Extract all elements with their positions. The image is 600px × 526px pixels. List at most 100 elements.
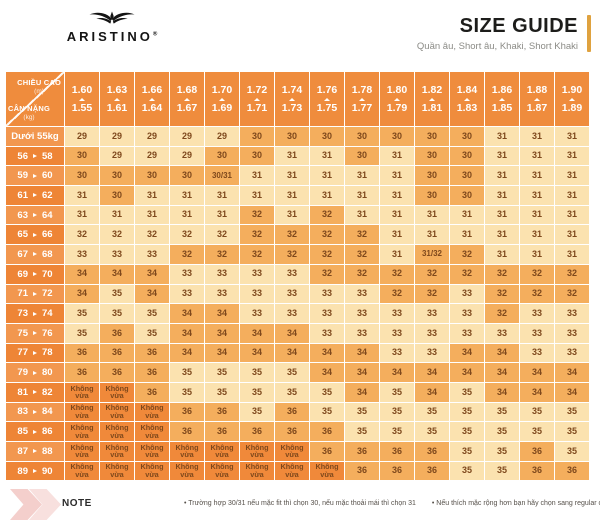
triangle-right-icon: [33, 193, 37, 198]
triangle-right-icon: [33, 390, 37, 395]
size-cell: 35: [275, 382, 309, 402]
size-cell: 34: [520, 363, 554, 382]
size-cell: 33: [555, 304, 589, 323]
size-cell: 36: [345, 461, 379, 481]
size-cell: 31: [450, 205, 484, 225]
size-cell: 30: [205, 146, 239, 166]
size-cell: 33: [65, 245, 99, 264]
size-cell: 31: [555, 166, 589, 186]
size-cell: 32: [485, 264, 519, 284]
size-cell: 34: [345, 382, 379, 402]
triangle-right-icon: [33, 429, 37, 434]
size-cell: 36: [310, 442, 344, 461]
height-column-header: 1.63 1.61: [100, 72, 134, 126]
size-cell: 33: [555, 323, 589, 343]
size-cell: 31: [65, 205, 99, 225]
size-cell: 32: [555, 284, 589, 304]
height-column-header: 1.72 1.71: [240, 72, 274, 126]
size-cell: 33: [415, 304, 449, 323]
size-cell: 31: [450, 225, 484, 245]
size-cell: 31: [485, 186, 519, 205]
not-fit-cell: Không vừa: [135, 442, 169, 461]
size-cell: 31: [275, 146, 309, 166]
size-cell: 32: [205, 245, 239, 264]
note-items: • Trường hợp 30/31 nếu mặc fit thì chọn …: [184, 500, 600, 507]
title-accent-bar: [587, 15, 591, 52]
size-cell: 34: [485, 343, 519, 363]
size-cell: 31: [380, 225, 414, 245]
not-fit-cell: Không vừa: [65, 422, 99, 441]
triangle-right-icon: [33, 469, 37, 474]
size-cell: 35: [415, 422, 449, 441]
weight-row-label: 89 90: [6, 461, 64, 481]
triangle-right-icon: [33, 311, 37, 316]
brand-logo: ARISTINO®: [52, 9, 172, 44]
size-cell: 29: [100, 127, 134, 146]
size-cell: 35: [450, 402, 484, 422]
size-cell: 36: [555, 461, 589, 481]
size-cell: 33: [240, 304, 274, 323]
size-cell: 31: [380, 205, 414, 225]
note-item: • Nếu thích mặc rộng hơn bạn hãy chọn sa…: [431, 500, 600, 507]
triangle-up-icon: [499, 97, 505, 101]
size-cell: 31: [555, 225, 589, 245]
size-cell: 36: [135, 382, 169, 402]
size-cell: 35: [450, 422, 484, 441]
page-title: SIZE GUIDE: [459, 15, 578, 37]
note-badge: NOTE: [10, 489, 140, 520]
triangle-up-icon: [254, 97, 260, 101]
triangle-up-icon: [429, 97, 435, 101]
size-cell: 34: [240, 343, 274, 363]
size-cell: 35: [485, 422, 519, 441]
size-cell: 33: [450, 284, 484, 304]
size-cell: 30: [415, 127, 449, 146]
weight-row-label: 73 74: [6, 304, 64, 323]
weight-row-label: 71 72: [6, 284, 64, 304]
size-cell: 33: [380, 343, 414, 363]
size-cell: 30: [450, 186, 484, 205]
size-cell: 34: [345, 343, 379, 363]
size-cell: 32: [380, 284, 414, 304]
size-cell: 32: [555, 264, 589, 284]
title-block: SIZE GUIDE Quần âu, Short âu, Khaki, Sho…: [417, 15, 591, 52]
size-cell: 31: [170, 186, 204, 205]
size-cell: 34: [170, 304, 204, 323]
size-cell: 31: [100, 205, 134, 225]
size-cell: 31: [485, 127, 519, 146]
size-cell: 30: [310, 127, 344, 146]
size-cell: 30: [240, 146, 274, 166]
size-cell: 33: [450, 323, 484, 343]
size-cell: 32: [135, 225, 169, 245]
triangle-right-icon: [33, 252, 37, 257]
size-cell: 31: [345, 186, 379, 205]
size-cell: 32: [450, 245, 484, 264]
weight-row-label: 81 82: [6, 382, 64, 402]
height-column-header: 1.76 1.75: [310, 72, 344, 126]
size-cell: 31: [555, 146, 589, 166]
not-fit-cell: Không vừa: [275, 461, 309, 481]
table-corner-cell: CHIỀU CAO (m) CÂN NẶNG (kg): [6, 72, 64, 126]
size-cell: 34: [135, 264, 169, 284]
weight-row-label: 85 86: [6, 422, 64, 441]
size-cell: 30: [100, 186, 134, 205]
size-cell: 36: [520, 442, 554, 461]
size-cell: 32: [240, 225, 274, 245]
size-cell: 33: [520, 343, 554, 363]
size-cell: 34: [205, 304, 239, 323]
size-cell: 32: [485, 284, 519, 304]
triangle-up-icon: [464, 97, 470, 101]
not-fit-cell: Không vừa: [310, 461, 344, 481]
weight-row-label: 79 80: [6, 363, 64, 382]
height-column-header: 1.74 1.73: [275, 72, 309, 126]
size-cell: 33: [205, 264, 239, 284]
triangle-up-icon: [394, 97, 400, 101]
not-fit-cell: Không vừa: [170, 461, 204, 481]
height-column-header: 1.70 1.69: [205, 72, 239, 126]
size-cell: 33: [170, 264, 204, 284]
corner-height-label: CHIỀU CAO (m): [17, 78, 61, 95]
not-fit-cell: Không vừa: [65, 402, 99, 422]
size-cell: 30: [345, 127, 379, 146]
not-fit-cell: Không vừa: [135, 402, 169, 422]
triangle-up-icon: [219, 97, 225, 101]
size-cell: 31: [205, 205, 239, 225]
